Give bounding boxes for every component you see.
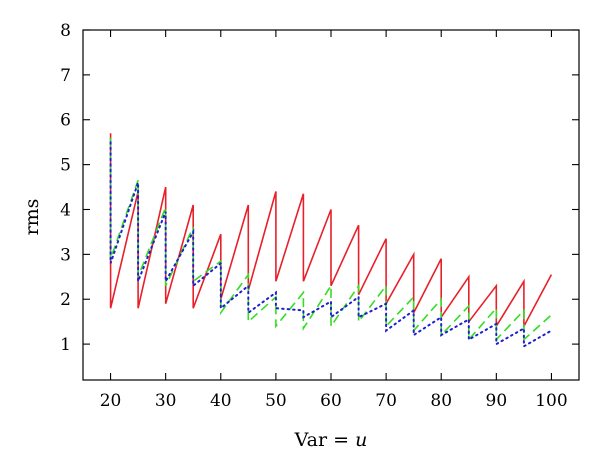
y-tick-label: 5 xyxy=(60,156,71,176)
x-axis-ticks: 20 30 40 50 60 70 80 90 100 xyxy=(100,30,568,411)
x-tick-label: 80 xyxy=(430,391,452,411)
y-tick-label: 2 xyxy=(60,290,71,310)
y-axis-label: rms xyxy=(21,199,43,236)
y-tick-label: 7 xyxy=(60,66,71,86)
x-tick-label: 70 xyxy=(375,391,397,411)
plot-frame xyxy=(82,29,580,381)
x-axis-label: Var = u xyxy=(294,429,368,451)
x-tick-label: 20 xyxy=(100,391,122,411)
x-tick-label: 50 xyxy=(265,391,287,411)
y-tick-label: 8 xyxy=(60,21,71,41)
x-tick-label: 30 xyxy=(155,391,177,411)
x-tick-label: 100 xyxy=(535,391,567,411)
y-axis-ticks: 1 2 3 4 5 6 7 8 xyxy=(60,21,579,355)
x-tick-label: 60 xyxy=(320,391,342,411)
x-tick-label: 40 xyxy=(210,391,232,411)
y-tick-label: 3 xyxy=(60,245,71,265)
y-tick-label: 6 xyxy=(60,111,71,131)
series-line-3 xyxy=(109,141,553,349)
x-tick-label: 90 xyxy=(486,391,508,411)
y-tick-label: 4 xyxy=(60,200,71,220)
x-axis-label-variable: u xyxy=(355,429,367,451)
y-tick-label: 1 xyxy=(60,335,71,355)
x-axis-label-text: Var = xyxy=(294,429,355,451)
plot-lines xyxy=(109,133,553,349)
